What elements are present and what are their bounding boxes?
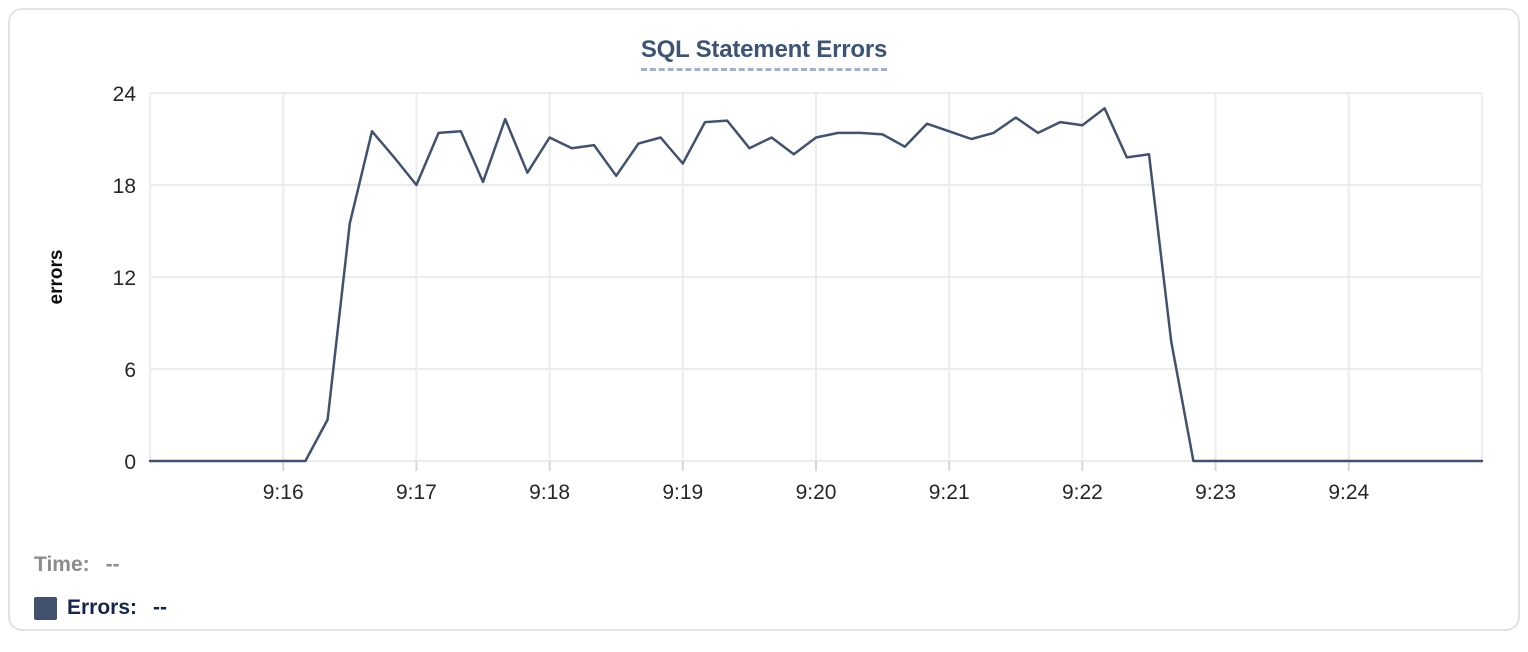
x-tick-label: 9:21 <box>929 481 970 504</box>
x-tick-label: 9:19 <box>662 481 703 504</box>
tooltip-errors-value: -- <box>153 596 168 619</box>
y-tick-label: 18 <box>113 175 136 198</box>
tooltip-time-row: Time: -- <box>34 553 120 577</box>
legend-errors-row[interactable]: Errors: -- <box>34 596 167 620</box>
x-tick-label: 9:23 <box>1195 481 1236 504</box>
y-tick-label: 12 <box>113 267 136 290</box>
errors-line-chart[interactable]: 0 6 12 18 24 9:16 9:17 9:18 9:19 9:20 9:21 9:22 9:23… <box>10 10 1528 652</box>
tooltip-time-value: -- <box>105 553 120 576</box>
x-tick-label: 9:17 <box>396 481 437 504</box>
chart-title-row: SQL Statement Errors <box>10 36 1518 71</box>
chart-title[interactable]: SQL Statement Errors <box>640 36 887 71</box>
y-tick-label: 6 <box>124 359 136 382</box>
x-tick-label: 9:20 <box>796 481 837 504</box>
x-tick-label: 9:16 <box>263 481 304 504</box>
errors-series-swatch <box>34 596 57 620</box>
chart-card: SQL Statement Errors 0 6 12 18 24 9:16 9:17 9:1… <box>8 8 1520 631</box>
tooltip-time-label: Time: <box>34 553 90 576</box>
y-axis-title: errors <box>46 250 67 305</box>
x-tick-label: 9:22 <box>1062 481 1103 504</box>
legend-errors-label: Errors: <box>67 596 138 619</box>
errors-series-line <box>148 107 1484 463</box>
x-tick-label: 9:24 <box>1328 481 1369 504</box>
y-tick-label: 0 <box>124 451 136 474</box>
y-tick-label: 24 <box>113 83 137 106</box>
x-tick-label: 9:18 <box>529 481 570 504</box>
